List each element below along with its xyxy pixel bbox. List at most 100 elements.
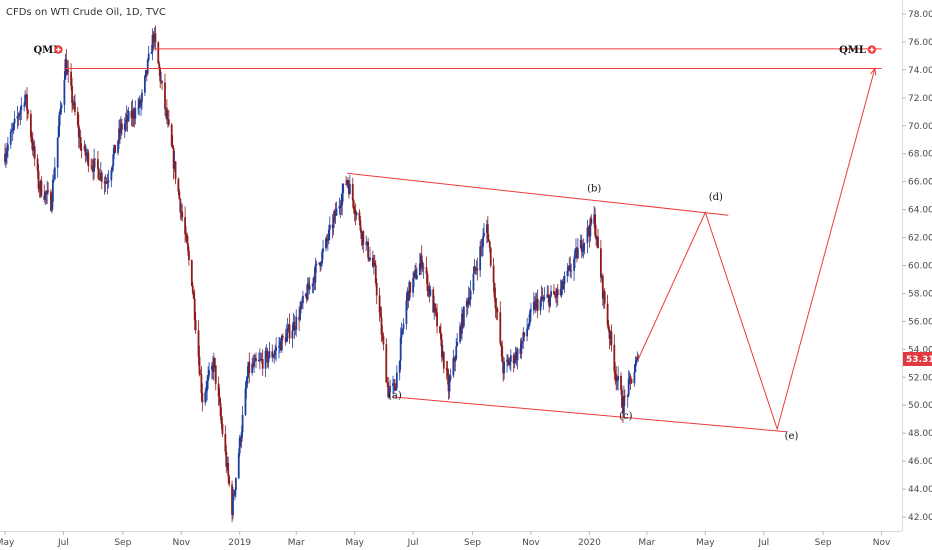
candle-body: [211, 365, 214, 372]
candle-body: [418, 263, 421, 276]
candle-body: [52, 179, 55, 180]
candle-body: [575, 248, 577, 251]
candle-body: [506, 359, 508, 362]
candle-body: [36, 158, 39, 171]
y-tick-label: 46.00: [908, 457, 932, 467]
candle-body: [91, 166, 94, 168]
candle-body: [472, 273, 475, 291]
candle-body: [214, 365, 217, 384]
wave-label: (a): [388, 390, 402, 401]
candle-body: [131, 110, 134, 119]
channel-lower-line[interactable]: [392, 396, 787, 433]
projection-path[interactable]: [637, 68, 876, 431]
candle-body: [535, 298, 538, 301]
candle-body: [239, 437, 242, 442]
candle-body: [298, 316, 301, 320]
candle-body: [353, 209, 356, 215]
candle-body: [599, 248, 602, 278]
candle-body: [104, 181, 107, 184]
projection-arrowhead: [870, 67, 877, 76]
candle-body: [339, 206, 342, 208]
candle-body: [194, 320, 197, 331]
candle-body: [387, 382, 390, 398]
candle-body: [151, 34, 154, 52]
candle-body: [615, 374, 618, 382]
time-axis[interactable]: May Jul Sep Nov 2019 Mar May Jul Sep Nov 2020 Mar Ma…: [0, 531, 891, 548]
candle-body: [179, 199, 182, 213]
candle-body: [90, 166, 93, 167]
wave-label: (e): [785, 431, 799, 442]
candle-body: [462, 306, 465, 326]
candle-body: [158, 63, 161, 70]
candle-body: [409, 282, 412, 293]
y-tick-label: 74.00: [908, 66, 932, 76]
candle-body: [287, 324, 290, 328]
price-axis[interactable]: 42.00 44.00 46.00 48.00 50.00 52.00 54.00 56.00…: [902, 10, 932, 523]
candle-body: [161, 81, 164, 83]
candle-body: [507, 359, 509, 361]
candle-body: [170, 124, 173, 146]
candle-body: [359, 220, 362, 231]
candle-body: [103, 181, 106, 184]
candle-body: [67, 69, 70, 72]
x-tick-label: Mar: [288, 538, 305, 548]
candle-body: [515, 352, 518, 361]
candle-body: [280, 341, 282, 351]
candle-body: [628, 376, 631, 380]
candle-body: [306, 283, 309, 300]
candle-body: [332, 217, 335, 229]
candle-body: [246, 377, 249, 385]
candle-body: [405, 300, 408, 325]
candle-body: [554, 294, 557, 298]
channel-upper-line[interactable]: [346, 172, 729, 216]
candle-body: [10, 130, 13, 132]
y-tick-label: 60.00: [908, 262, 932, 272]
candle-body: [50, 191, 52, 211]
candle-body: [616, 380, 619, 382]
candle-body: [576, 248, 578, 259]
candle-body: [559, 288, 562, 296]
candle-body: [258, 359, 261, 360]
candle-body: [621, 389, 623, 408]
candle-body: [609, 331, 612, 339]
candle-body: [19, 110, 22, 115]
candle-body: [157, 42, 160, 64]
candle-body: [495, 308, 498, 310]
candle-body: [13, 118, 16, 124]
candle-body: [459, 326, 461, 343]
candle-body: [268, 351, 271, 358]
candle-body: [445, 368, 448, 371]
candle-body: [241, 414, 244, 433]
candle-body: [65, 59, 68, 75]
candle-body: [601, 275, 604, 299]
candle-body: [432, 289, 435, 313]
candle-body: [580, 239, 583, 252]
candle-body: [234, 490, 236, 495]
candle-body: [587, 227, 590, 233]
candle-body: [197, 330, 200, 357]
candle-body: [333, 211, 336, 218]
candle-body: [630, 379, 633, 384]
candle-body: [188, 250, 190, 261]
candle-body: [532, 301, 535, 310]
candle-body: [371, 257, 374, 267]
candle-body: [302, 295, 304, 304]
candle-body: [620, 375, 622, 390]
candle-body: [110, 170, 113, 181]
candle-body: [348, 184, 351, 194]
candle-body: [360, 230, 363, 239]
candle-body: [173, 161, 176, 169]
candle-body: [613, 344, 616, 372]
candle-body: [84, 145, 87, 156]
candle-body: [493, 283, 496, 298]
candle-body: [561, 281, 564, 289]
candle-body: [439, 332, 442, 340]
candle-body: [118, 128, 120, 141]
candle-body: [313, 277, 316, 283]
x-tick-label: Sep: [114, 538, 131, 548]
candle-body: [593, 214, 596, 224]
candle-body: [221, 423, 224, 435]
candle-body: [562, 283, 565, 289]
candle-body: [226, 463, 229, 467]
